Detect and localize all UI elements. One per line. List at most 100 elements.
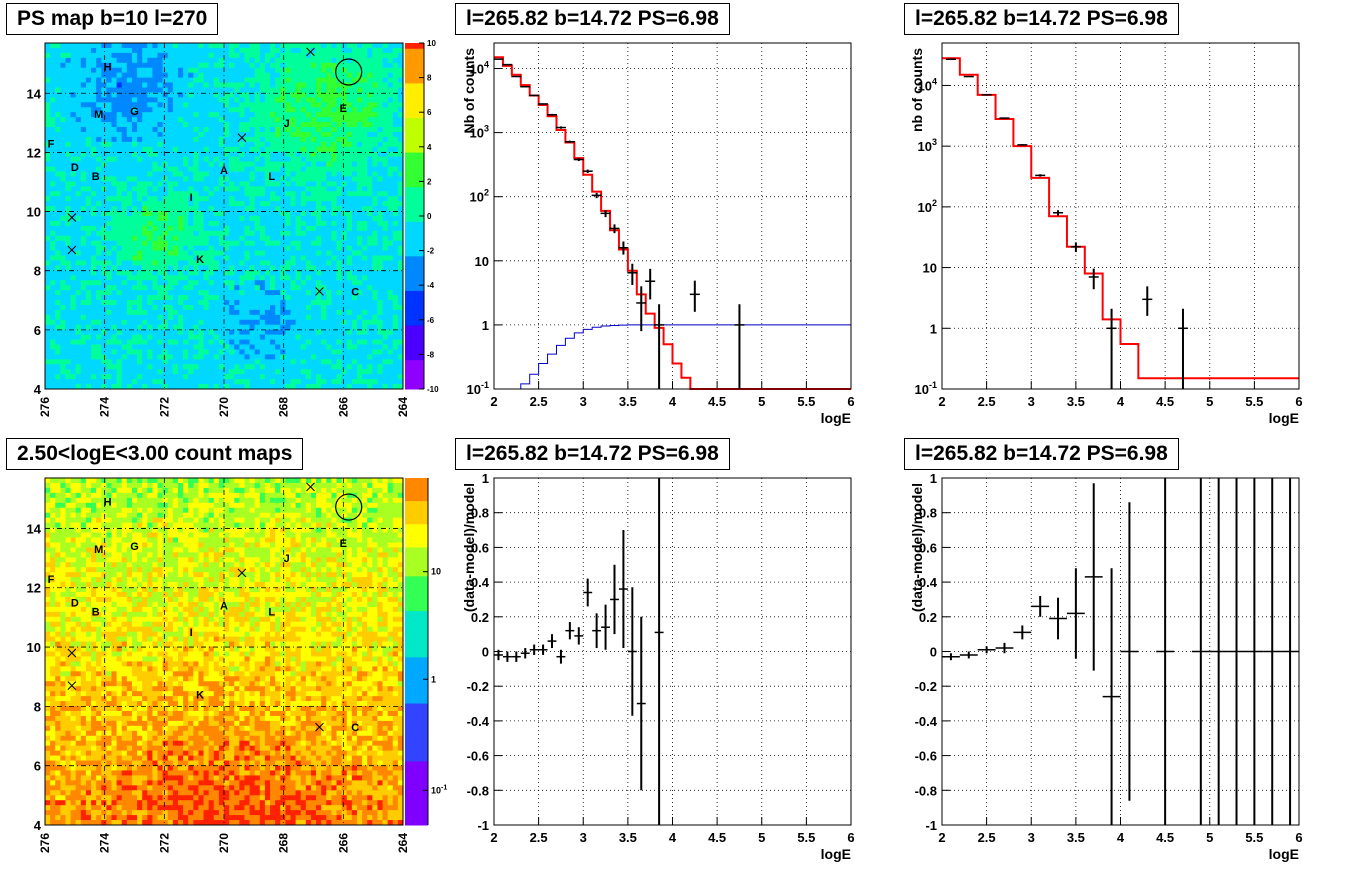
map-cell xyxy=(397,384,404,390)
map-cell xyxy=(229,201,235,207)
map-cell xyxy=(183,369,189,375)
source-label: F xyxy=(48,139,55,151)
map-cell xyxy=(203,339,210,345)
map-cell xyxy=(45,384,51,390)
map-cell xyxy=(387,211,394,217)
map-cell xyxy=(167,240,174,247)
map-cell xyxy=(208,324,215,331)
map-cell xyxy=(60,220,66,227)
map-cell xyxy=(392,324,399,331)
map-cell xyxy=(305,295,312,301)
map-cell xyxy=(131,354,138,360)
map-cell xyxy=(397,131,404,138)
map-cell xyxy=(167,290,174,296)
map-cell xyxy=(259,43,266,49)
map-cell xyxy=(305,161,312,167)
map-cell xyxy=(203,230,210,237)
map-cell xyxy=(285,117,291,123)
map-cell xyxy=(106,161,112,167)
map-cell xyxy=(111,127,117,133)
map-cell xyxy=(290,369,296,375)
map-cell xyxy=(290,82,296,88)
map-cell xyxy=(121,230,128,237)
map-cell xyxy=(106,265,112,271)
map-cell xyxy=(336,87,343,93)
colorbar-cell xyxy=(405,198,424,205)
map-cell xyxy=(157,47,164,54)
map-cell xyxy=(137,270,143,276)
map-cell xyxy=(50,329,56,336)
map-cell xyxy=(270,57,276,64)
map-cell xyxy=(244,196,250,202)
map-cell xyxy=(280,47,286,54)
map-cell xyxy=(397,211,404,217)
map-cell xyxy=(305,43,312,49)
map-cell xyxy=(336,201,343,207)
map-cell xyxy=(142,156,148,163)
map-cell xyxy=(152,319,158,326)
map-cell xyxy=(177,47,184,54)
map-cell xyxy=(229,72,235,78)
map-cell xyxy=(275,156,281,163)
map-cell xyxy=(346,235,353,242)
map-cell xyxy=(75,290,82,296)
map-cell xyxy=(193,359,199,365)
map-cell xyxy=(111,67,117,74)
map-cell xyxy=(50,374,56,380)
map-cell xyxy=(193,151,199,158)
map-cell xyxy=(392,176,399,182)
map-cell xyxy=(341,354,348,360)
map-cell xyxy=(234,250,240,256)
map-cell xyxy=(264,57,271,64)
map-cell xyxy=(362,97,368,103)
map-cell xyxy=(60,136,66,143)
map-cell xyxy=(362,334,368,340)
map-cell xyxy=(305,166,312,172)
map-cell xyxy=(152,364,158,370)
map-cell xyxy=(198,127,204,133)
map-cell xyxy=(316,364,322,370)
map-cell xyxy=(331,97,337,103)
map-cell xyxy=(121,146,128,153)
map-cell xyxy=(316,329,322,336)
map-cell xyxy=(316,72,322,78)
map-cell xyxy=(387,270,394,276)
map-cell xyxy=(285,304,291,311)
map-cell xyxy=(321,369,327,375)
map-cell xyxy=(382,156,389,163)
map-cell xyxy=(218,384,225,390)
map-cell xyxy=(367,384,373,390)
colorbar-cell xyxy=(405,273,424,280)
map-cell xyxy=(70,196,77,202)
map-cell xyxy=(290,275,296,281)
map-cell xyxy=(270,166,276,172)
map-cell xyxy=(382,260,389,266)
map-cell xyxy=(50,176,56,182)
map-cell xyxy=(229,364,235,370)
map-cell xyxy=(280,240,286,247)
map-cell xyxy=(162,319,169,326)
map-cell xyxy=(80,176,87,182)
map-cell xyxy=(254,255,261,261)
map-cell xyxy=(91,230,97,237)
map-cell xyxy=(172,127,179,133)
map-cell xyxy=(336,280,343,286)
map-cell xyxy=(152,304,158,311)
map-cell xyxy=(45,319,51,326)
map-cell xyxy=(275,107,281,113)
map-cell xyxy=(147,329,153,336)
map-cell xyxy=(270,92,276,98)
map-cell xyxy=(152,384,158,390)
map-cell xyxy=(85,270,92,276)
map-cell xyxy=(60,354,66,360)
map-cell xyxy=(341,369,348,375)
map-cell xyxy=(157,211,164,217)
map-cell xyxy=(346,146,353,153)
map-cell xyxy=(382,245,389,251)
map-cell xyxy=(111,290,117,296)
map-cell xyxy=(213,349,220,355)
map-cell xyxy=(392,384,399,390)
map-cell xyxy=(264,117,271,123)
map-cell xyxy=(392,107,399,113)
map-cell xyxy=(177,216,184,222)
